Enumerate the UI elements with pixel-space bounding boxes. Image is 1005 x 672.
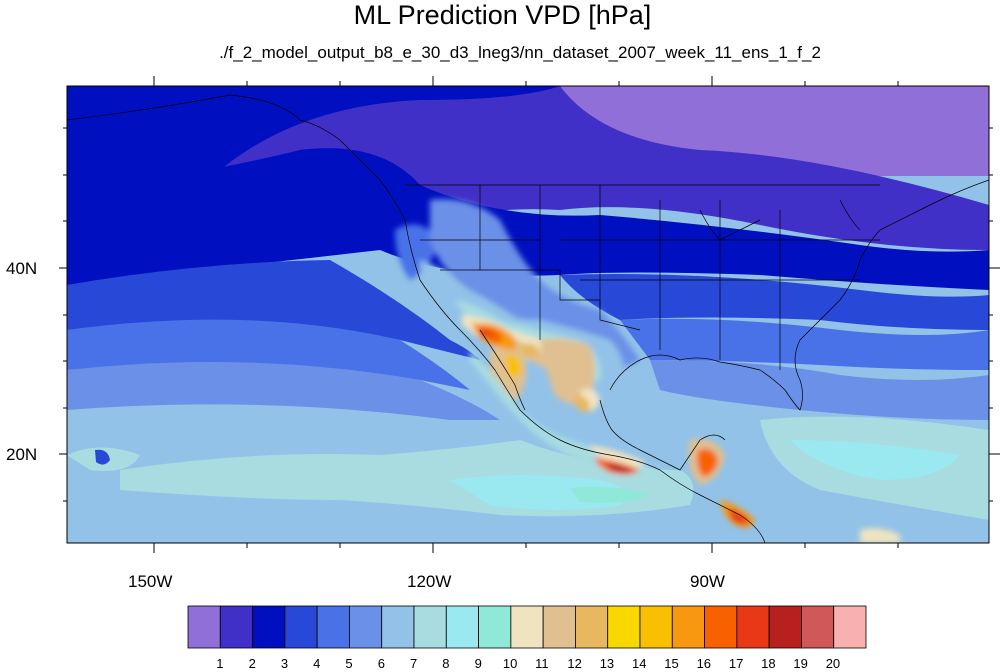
- colorbar-swatch: [284, 605, 318, 649]
- colorbar-label: 19: [793, 656, 808, 671]
- colorbar-label: 9: [474, 656, 482, 671]
- colorbar-swatch: [833, 605, 867, 649]
- colorbar-label: 10: [502, 656, 518, 671]
- colorbar-label: 8: [442, 656, 450, 671]
- colorbar-swatch: [478, 605, 512, 649]
- colorbar-swatch: [219, 605, 253, 649]
- chart-subtitle: ./f_2_model_output_b8_e_30_d3_lneg3/nn_d…: [219, 43, 821, 62]
- colorbar-label: 7: [410, 656, 418, 671]
- axis-ticks: [59, 76, 1000, 553]
- colorbar-swatch: [252, 605, 286, 649]
- colorbar-swatch: [575, 605, 609, 649]
- colorbar-label: 3: [280, 656, 289, 671]
- colorbar-label: 2: [248, 656, 256, 671]
- colorbar-swatch: [316, 605, 350, 649]
- colorbar-swatch: [349, 605, 383, 649]
- colorbar-swatch: [768, 605, 802, 649]
- colorbar-swatch: [413, 605, 447, 649]
- colorbar-swatch: [445, 605, 479, 649]
- colorbar-swatch: [607, 605, 641, 649]
- colorbar-label: 17: [728, 656, 744, 671]
- colorbar-label: 16: [696, 656, 712, 671]
- colorbar-label: 11: [535, 656, 549, 671]
- colorbar-swatch: [704, 605, 738, 649]
- colorbar-label: 14: [632, 656, 647, 671]
- lon-tick-150w: 150W: [128, 572, 173, 591]
- colorbar-label: 18: [761, 656, 776, 671]
- colorbar-swatch: [381, 605, 415, 649]
- vpd-field: [67, 86, 989, 543]
- colorbar-swatch: [736, 605, 770, 649]
- lat-tick-20n: 20N: [6, 445, 38, 464]
- colorbar: [187, 605, 867, 649]
- colorbar-swatch: [187, 605, 221, 649]
- lon-tick-120w: 120W: [407, 572, 452, 591]
- colorbar-label: 15: [664, 656, 679, 671]
- chart-title: ML Prediction VPD [hPa]: [353, 0, 652, 30]
- colorbar-swatch: [801, 605, 835, 649]
- colorbar-swatch: [510, 605, 544, 649]
- colorbar-label: 1: [216, 656, 224, 671]
- colorbar-label: 13: [599, 656, 615, 671]
- lat-tick-40n: 40N: [6, 259, 38, 278]
- colorbar-label: 6: [377, 656, 385, 671]
- colorbar-label: 20: [825, 656, 841, 671]
- colorbar-swatch: [671, 605, 705, 649]
- colorbar-label: 4: [313, 656, 321, 671]
- lon-tick-90w: 90W: [690, 572, 725, 591]
- colorbar-label: 12: [567, 656, 582, 671]
- colorbar-swatch: [542, 605, 576, 649]
- colorbar-label: 5: [345, 656, 353, 671]
- coastlines: [67, 94, 989, 543]
- colorbar-swatch: [639, 605, 673, 649]
